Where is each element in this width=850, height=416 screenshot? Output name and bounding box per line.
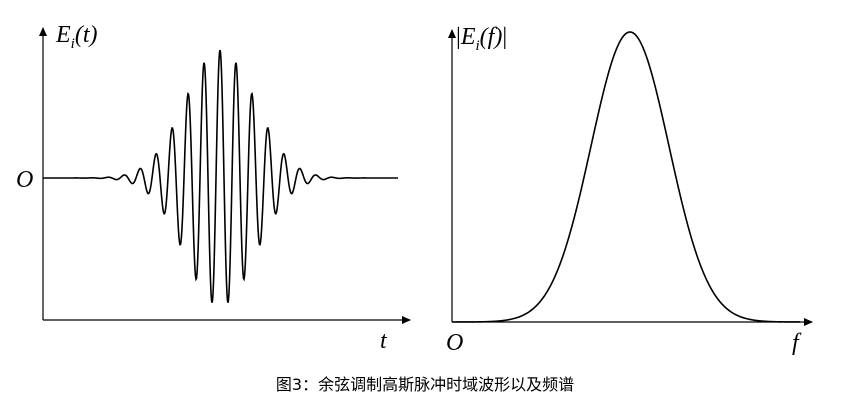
- x-axis-label: f: [792, 330, 802, 356]
- y-axis-label: Ei(t): [55, 22, 98, 52]
- spectrum-curve: [452, 31, 800, 323]
- origin-label: O: [446, 330, 463, 356]
- origin-label: O: [16, 167, 33, 193]
- time-waveform: [43, 49, 398, 303]
- y-axis-label: |Ei(f)|: [456, 24, 507, 54]
- x-axis-label: t: [380, 328, 388, 354]
- caption: 图3：余弦调制高斯脉冲时域波形以及频谱: [276, 375, 574, 394]
